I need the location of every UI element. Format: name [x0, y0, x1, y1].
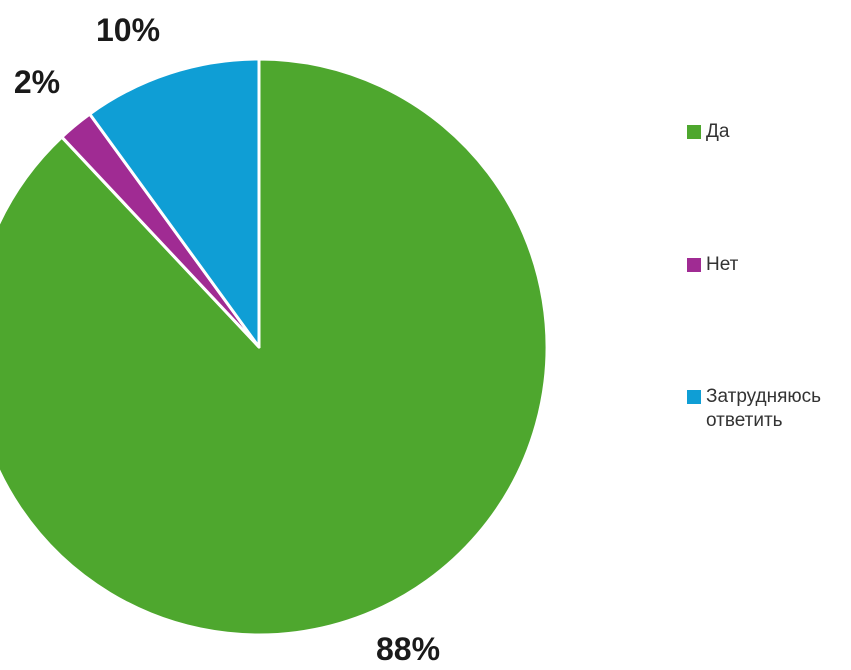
pie-slice-yes	[0, 57, 549, 637]
legend-label-yes: Да	[706, 121, 730, 142]
legend-item-no: Нет	[687, 253, 846, 277]
legend-label-unsure: Затрудняюсь ответить	[706, 386, 822, 431]
legend-item-yes: Да	[687, 120, 846, 144]
legend-swatch-unsure	[687, 390, 701, 404]
legend-item-unsure: Затрудняюсь ответить	[687, 385, 846, 433]
data-label-unsure: 10%	[96, 12, 160, 48]
data-label-no: 2%	[14, 64, 60, 100]
legend-swatch-no	[687, 258, 701, 272]
legend-swatch-yes	[687, 125, 701, 139]
pie-slice-unsure	[88, 57, 261, 349]
legend-label-no: Нет	[706, 254, 739, 275]
data-label-yes: 88%	[376, 631, 440, 667]
